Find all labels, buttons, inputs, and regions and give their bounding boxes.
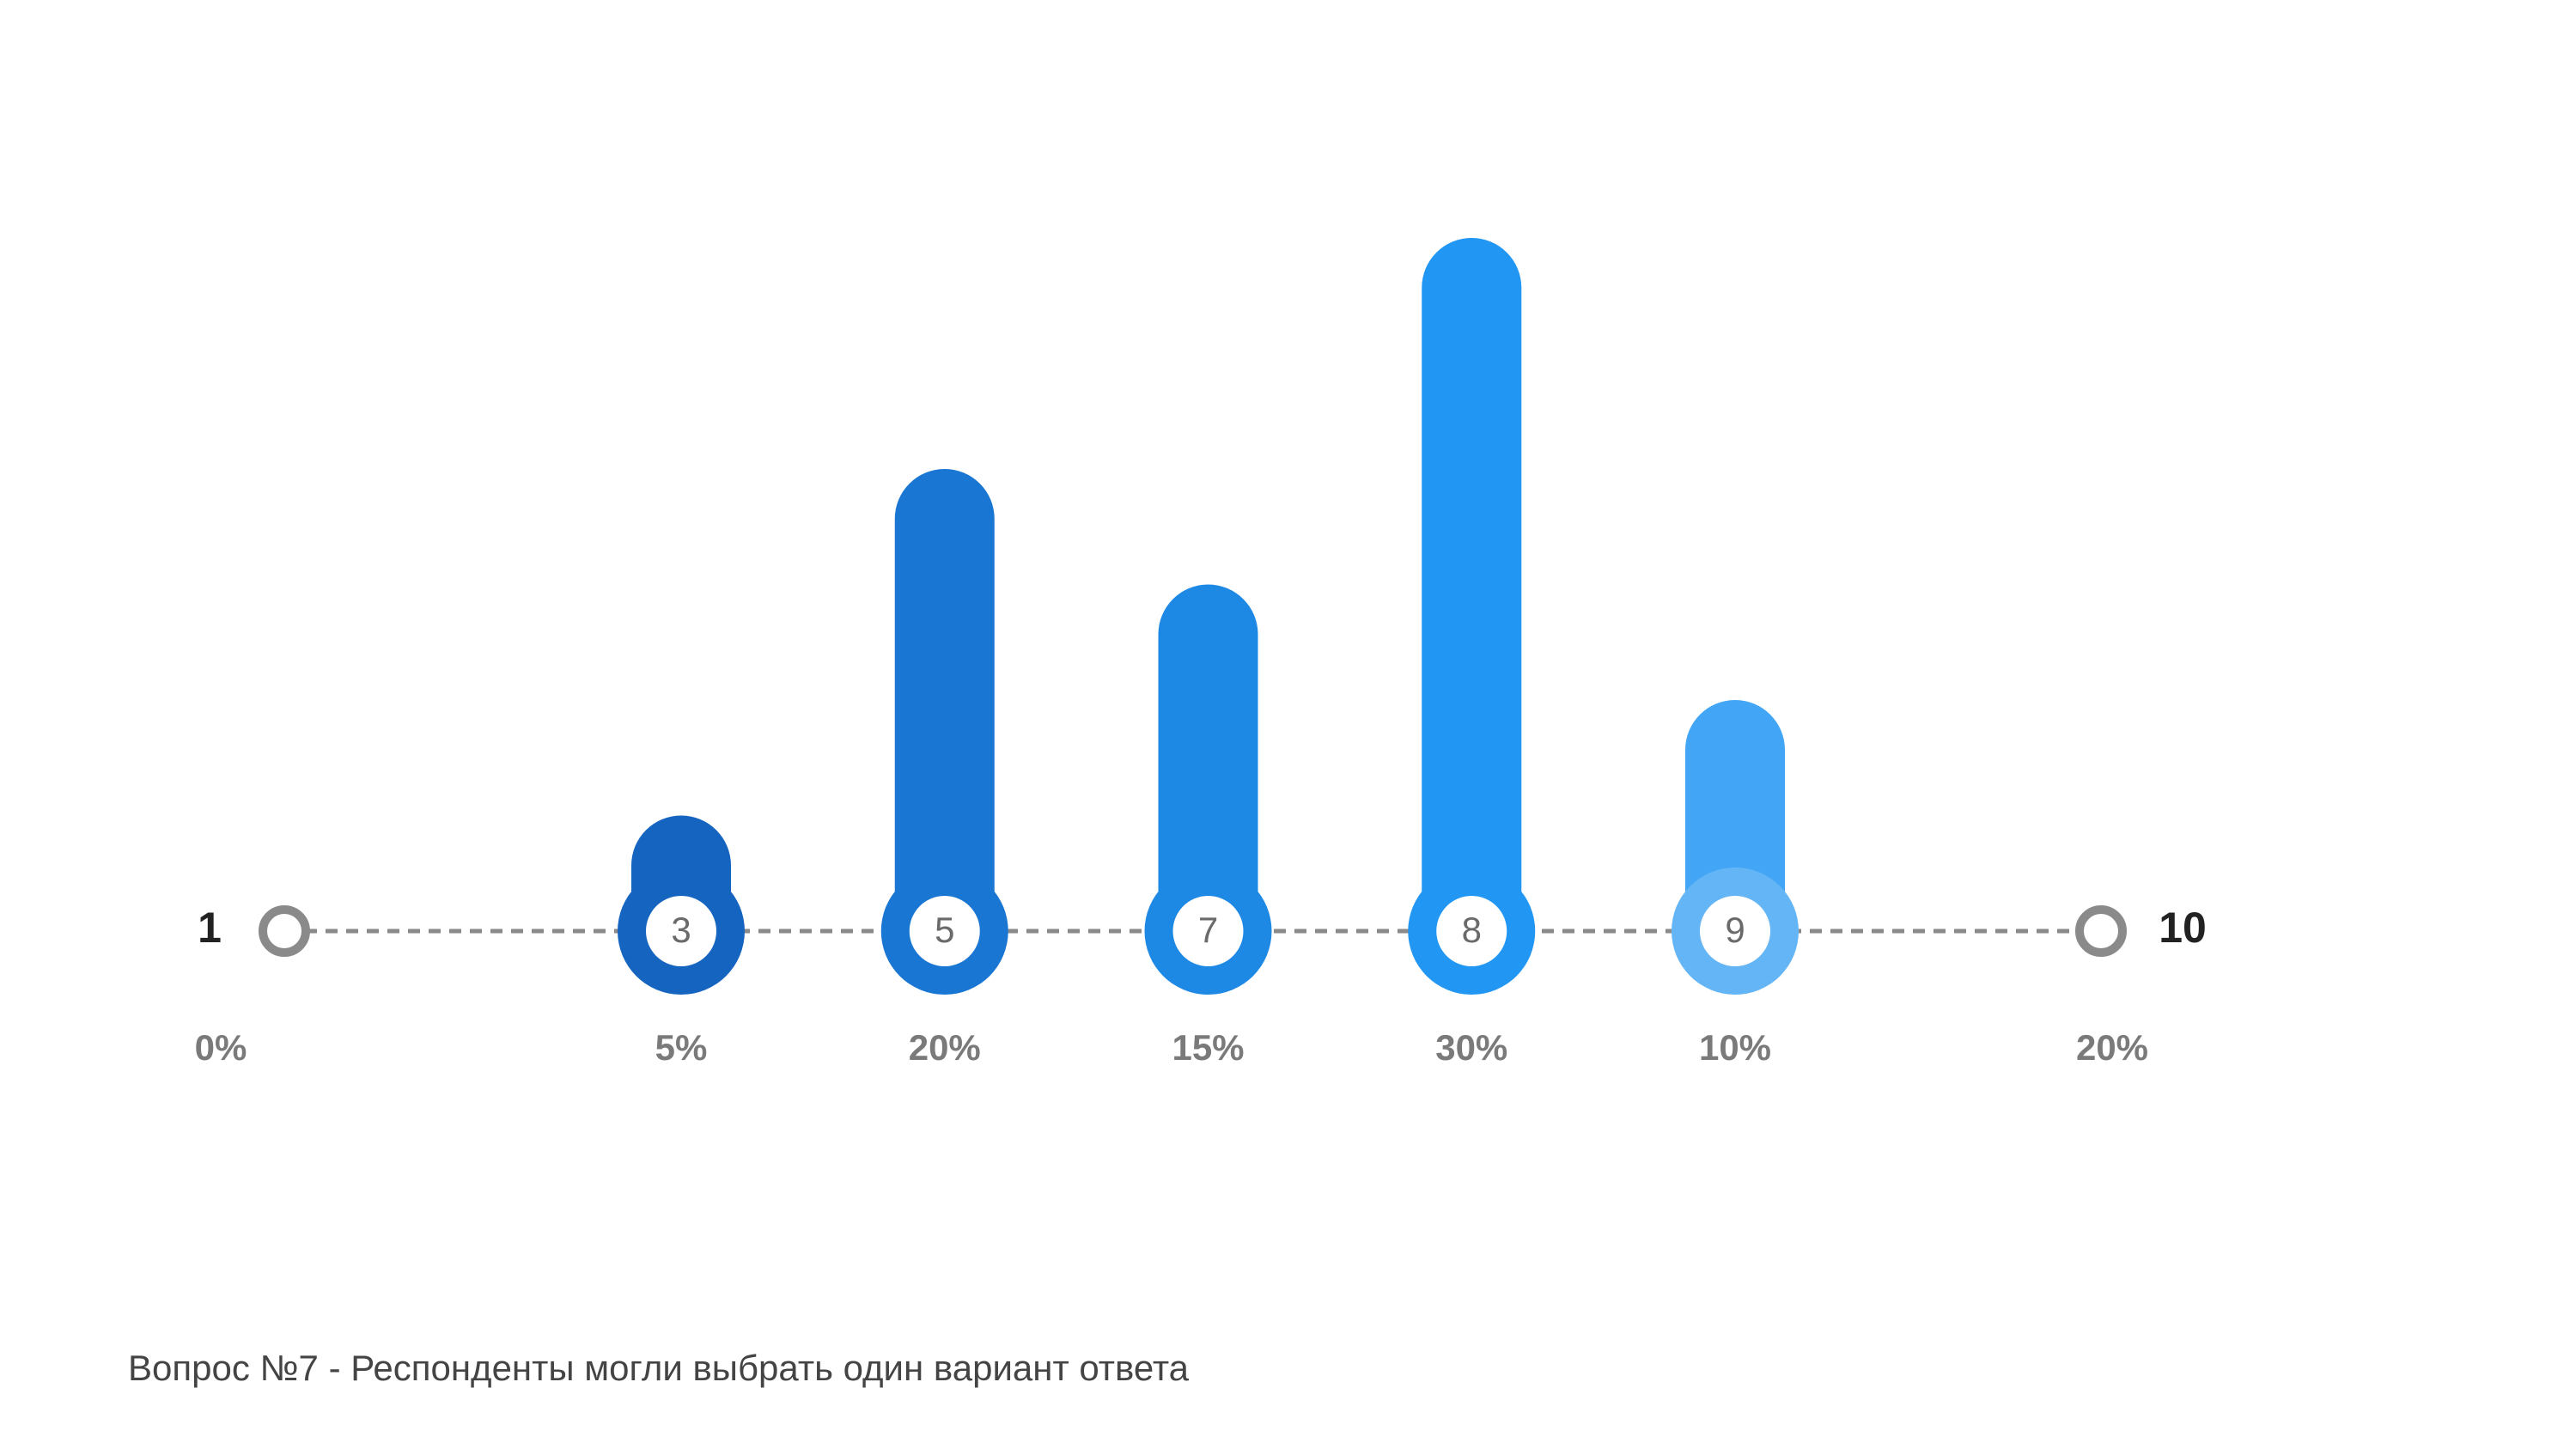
category-marker-inner (646, 896, 716, 966)
caption: Вопрос №7 - Респонденты могли выбрать од… (128, 1348, 1190, 1388)
scale-end-marker (259, 905, 310, 957)
category-label: 8 (1462, 910, 1482, 950)
category-label: 5 (935, 910, 954, 950)
category-label: 9 (1725, 910, 1745, 950)
scale-end-label: 1 (198, 904, 222, 952)
category-label: 7 (1198, 910, 1218, 950)
category-label: 3 (671, 910, 691, 950)
category-marker-inner (909, 896, 980, 966)
value-label: 15% (1172, 1027, 1244, 1068)
value-label: 20% (2076, 1027, 2148, 1068)
value-label: 10% (1699, 1027, 1771, 1068)
bar (894, 469, 995, 981)
value-label: 0% (195, 1027, 247, 1068)
bar (1422, 238, 1522, 981)
category-marker-inner (1172, 896, 1244, 966)
scale-end-marker (2075, 905, 2127, 957)
scale-end-label: 10 (2159, 904, 2207, 952)
category-marker-inner (1700, 896, 1770, 966)
category-marker-inner (1436, 896, 1507, 966)
value-label: 30% (1435, 1027, 1507, 1068)
value-label: 5% (655, 1027, 708, 1068)
value-label: 20% (909, 1027, 981, 1068)
